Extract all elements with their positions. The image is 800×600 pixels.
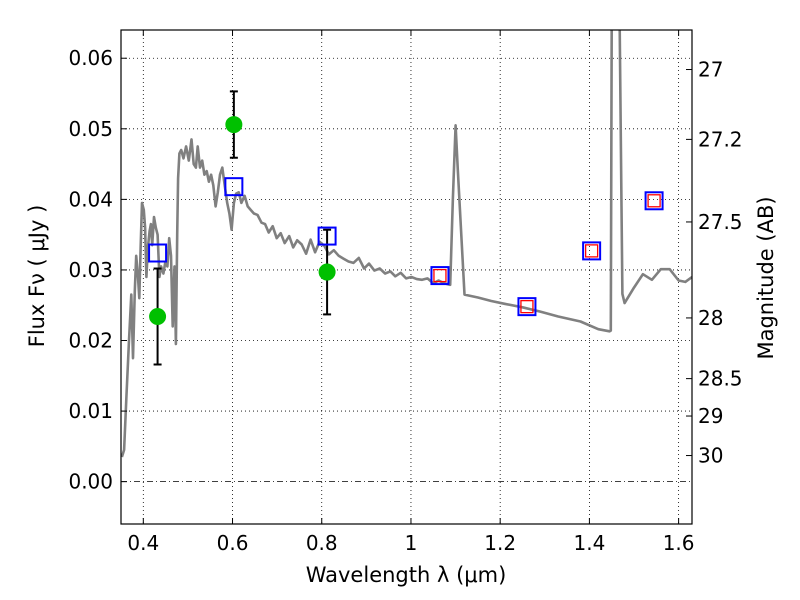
observed-point (149, 308, 167, 326)
right-tick-label: 27.5 (698, 210, 743, 234)
x-tick-label: 1 (405, 531, 418, 555)
x-tick-label: 0.6 (217, 531, 249, 555)
spectrum-line (121, 30, 692, 458)
y-tick-label: 0.01 (68, 399, 113, 423)
x-tick-label: 1.6 (663, 531, 695, 555)
y-tick-label: 0.03 (68, 258, 113, 282)
grid-lines (121, 30, 692, 524)
y-tick-label: 0.06 (68, 46, 113, 70)
right-tick-label: 29 (698, 404, 723, 428)
y-tick-label: 0.05 (68, 117, 113, 141)
y-tick-label: 0.04 (68, 187, 113, 211)
right-tick-label: 27 (698, 58, 723, 82)
observed-point (225, 116, 243, 134)
plot-area (121, 30, 692, 458)
inner-marker-square (584, 244, 599, 258)
y-axis-label: Flux Fν ( μJy ) (25, 205, 49, 348)
model-photometry-square (517, 297, 537, 317)
model-photometry-square (430, 266, 450, 286)
right-tick-label: 28.5 (698, 367, 743, 391)
plot-frame (120, 29, 693, 525)
model-photometry-square (148, 243, 168, 263)
x-tick-label: 1.4 (573, 531, 605, 555)
x-axis-label: Wavelength λ (μm) (306, 563, 507, 587)
right-tick-label: 27.2 (698, 127, 743, 151)
x-tick-label: 0.8 (306, 531, 338, 555)
model-photometry-square (582, 241, 602, 261)
model-photometry-square (224, 177, 244, 197)
right-tick-label: 30 (698, 444, 723, 468)
model-photometry-square (317, 226, 337, 246)
axis-ticks: 0.4 0.6 0.8 1 1.2 1.4 1.6 0.00 0.01 0.02 0.03 0.04 0… (68, 30, 743, 555)
right-axis-label: Magnitude (AB) (754, 196, 778, 359)
model-photometry-square (644, 191, 664, 211)
inner-marker-square (433, 268, 447, 283)
inner-marker-square (647, 194, 661, 208)
y-tick-label: 0.00 (68, 470, 113, 494)
x-tick-label: 0.4 (127, 531, 159, 555)
inner-marker-square (520, 299, 534, 314)
x-tick-label: 1.2 (484, 531, 516, 555)
y-tick-label: 0.02 (68, 329, 113, 353)
right-tick-label: 28 (698, 306, 723, 330)
observed-point (318, 263, 336, 281)
